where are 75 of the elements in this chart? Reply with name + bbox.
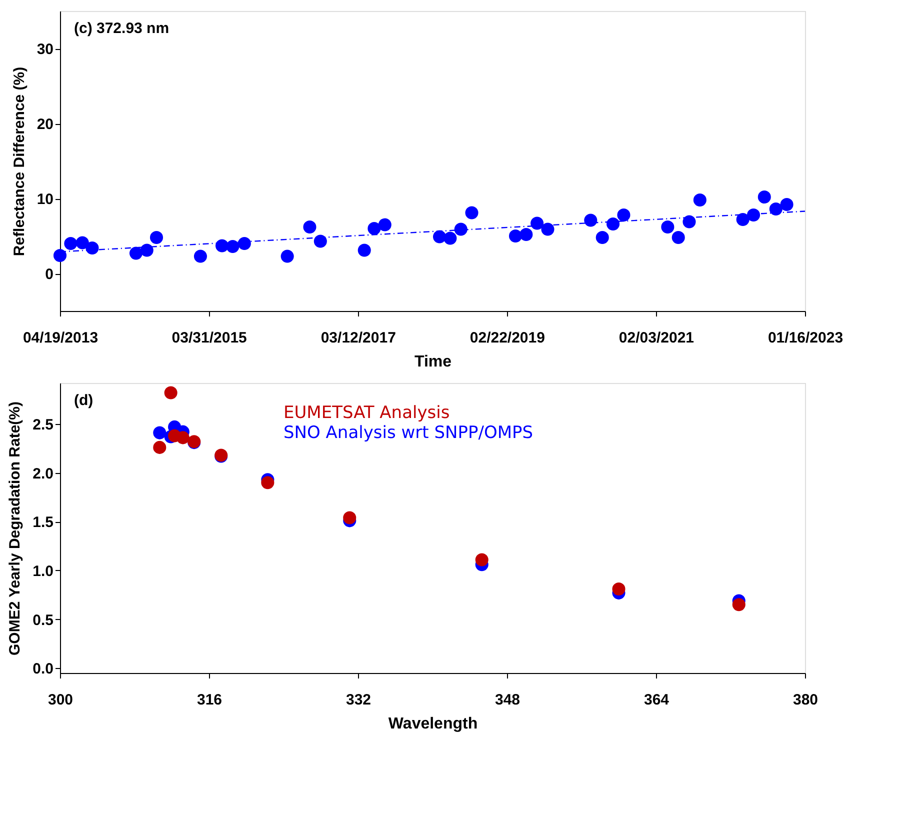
x-tick-label: 03/12/2017 — [320, 330, 396, 346]
point — [661, 220, 674, 234]
x-tick-label: 364 — [644, 692, 670, 708]
point — [53, 248, 67, 262]
point — [606, 217, 620, 231]
point — [86, 241, 99, 255]
point — [541, 222, 554, 236]
y-tick-label: 2.0 — [32, 465, 54, 482]
point — [596, 230, 609, 244]
point — [226, 240, 240, 254]
point — [378, 218, 392, 232]
point — [732, 598, 746, 612]
point — [303, 220, 316, 234]
point — [780, 198, 794, 212]
point — [617, 208, 630, 222]
point — [454, 222, 468, 236]
point — [693, 193, 706, 207]
x-tick-label: 332 — [346, 692, 372, 708]
point — [261, 476, 274, 490]
point — [153, 440, 166, 454]
y-tick-label: 0.0 — [32, 660, 54, 678]
point — [238, 236, 251, 250]
point — [368, 222, 381, 236]
text: EUMETSAT Analysis — [284, 403, 450, 423]
text: (d) — [74, 392, 94, 409]
y-tick-label: 0 — [45, 266, 54, 283]
point — [343, 511, 356, 524]
point — [746, 208, 760, 222]
y-tick-label: 20 — [36, 116, 54, 133]
x-tick-label: 04/19/2013 — [22, 330, 98, 346]
point — [465, 206, 478, 220]
point — [769, 202, 782, 216]
point — [444, 232, 457, 245]
y-tick-label: 0.5 — [32, 612, 54, 629]
y-tick-label: 30 — [36, 41, 54, 58]
series-label: SNO Analysis wrt SNPP/OMPS — [284, 423, 534, 443]
point — [153, 426, 166, 440]
point — [140, 244, 154, 257]
x-tick-label: 03/31/2015 — [172, 330, 247, 346]
x-tick-label: 02/03/2021 — [618, 330, 694, 346]
point — [672, 230, 685, 244]
point — [314, 234, 327, 248]
point — [530, 216, 544, 230]
point — [150, 230, 164, 244]
point — [280, 250, 294, 263]
x-tick-label: 316 — [196, 692, 222, 708]
text: (c) 372.93 nm — [74, 20, 170, 37]
y-tick-label: 1.0 — [32, 562, 54, 580]
point — [76, 236, 89, 250]
y-axis-title: GOME2 Yearly Degradation Rate(%) — [6, 402, 24, 656]
x-tick-label: 348 — [494, 692, 520, 708]
x-tick-label: 380 — [792, 692, 818, 708]
point — [612, 582, 626, 596]
point — [584, 214, 598, 227]
x-axis-title: Time — [414, 354, 452, 370]
y-tick-label: 2.5 — [32, 416, 54, 434]
point — [682, 215, 696, 228]
point — [475, 553, 488, 566]
point — [164, 386, 178, 400]
x-axis-title: Wavelength — [388, 716, 478, 732]
x-tick-label: 01/16/2023 — [768, 330, 844, 346]
y-tick-label: 10 — [36, 191, 54, 208]
point — [358, 244, 371, 257]
point — [508, 229, 522, 243]
x-tick-label: 300 — [48, 692, 74, 708]
point — [194, 250, 207, 263]
point — [64, 236, 78, 250]
y-tick-label: 1.5 — [32, 514, 54, 532]
point — [129, 246, 143, 260]
point — [176, 431, 190, 444]
y-axis-title: Reflectance Difference (%) — [10, 66, 28, 256]
x-tick-label: 02/22/2019 — [470, 330, 545, 346]
point — [520, 228, 533, 242]
point — [736, 212, 750, 226]
point — [758, 190, 771, 204]
